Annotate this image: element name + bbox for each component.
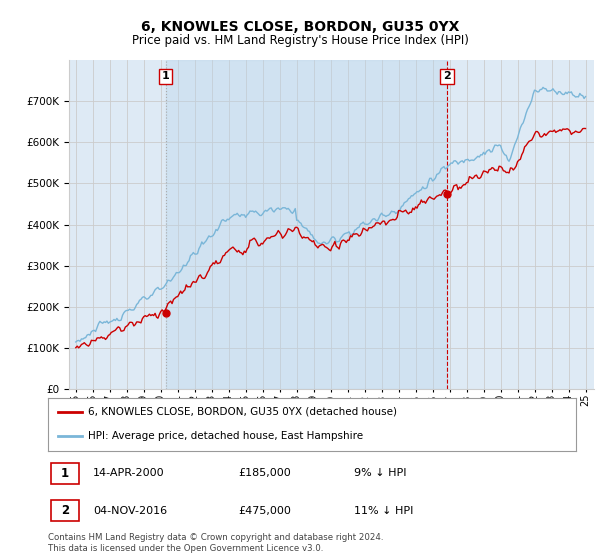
FancyBboxPatch shape [50, 500, 79, 521]
Text: Contains HM Land Registry data © Crown copyright and database right 2024.
This d: Contains HM Land Registry data © Crown c… [48, 533, 383, 553]
Text: 2: 2 [61, 504, 69, 517]
Text: £475,000: £475,000 [238, 506, 291, 516]
Text: HPI: Average price, detached house, East Hampshire: HPI: Average price, detached house, East… [88, 431, 363, 441]
Bar [166, 60, 447, 389]
Text: 1: 1 [61, 467, 69, 480]
Text: 1: 1 [162, 71, 170, 81]
Text: 6, KNOWLES CLOSE, BORDON, GU35 0YX: 6, KNOWLES CLOSE, BORDON, GU35 0YX [141, 20, 459, 34]
Text: 11% ↓ HPI: 11% ↓ HPI [354, 506, 413, 516]
Text: 14-APR-2000: 14-APR-2000 [93, 468, 164, 478]
Text: 9% ↓ HPI: 9% ↓ HPI [354, 468, 407, 478]
Text: Price paid vs. HM Land Registry's House Price Index (HPI): Price paid vs. HM Land Registry's House … [131, 34, 469, 46]
Text: 04-NOV-2016: 04-NOV-2016 [93, 506, 167, 516]
Text: 2: 2 [443, 71, 451, 81]
Text: £185,000: £185,000 [238, 468, 291, 478]
FancyBboxPatch shape [50, 463, 79, 484]
Text: 6, KNOWLES CLOSE, BORDON, GU35 0YX (detached house): 6, KNOWLES CLOSE, BORDON, GU35 0YX (deta… [88, 407, 397, 417]
